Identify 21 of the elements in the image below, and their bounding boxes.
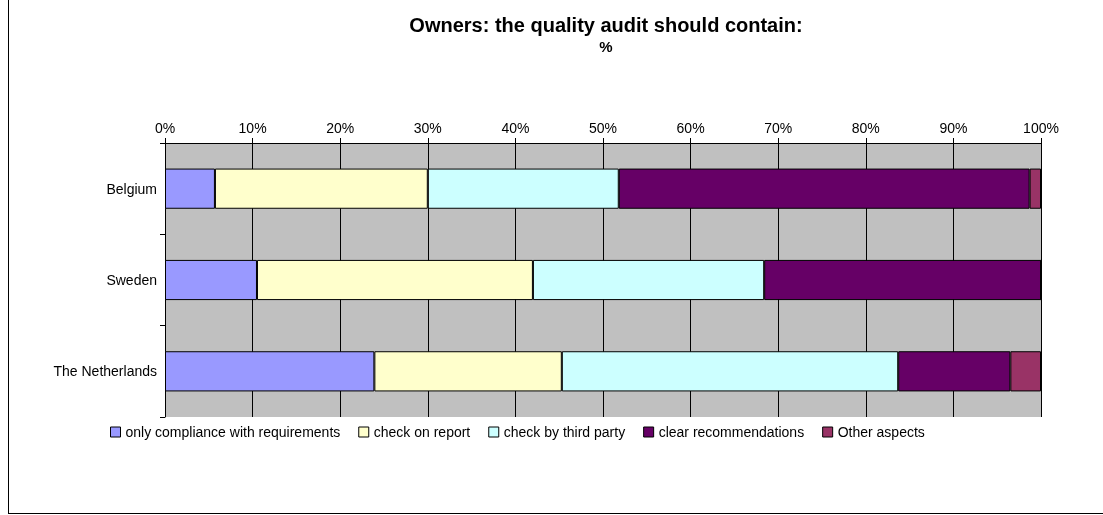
y-tick-label: Belgium — [106, 180, 157, 197]
x-tick-label: 50% — [588, 120, 618, 136]
x-tick-label: 60% — [676, 120, 705, 136]
x-tick-label: 70% — [764, 120, 793, 136]
x-tick-label: 40% — [501, 120, 530, 136]
legend-label: check on report — [373, 424, 471, 440]
x-tick-label: 20% — [326, 120, 355, 136]
y-tick-label: Sweden — [106, 272, 157, 288]
x-tick-label: 10% — [238, 120, 267, 136]
x-tick-label: 80% — [851, 120, 880, 136]
y-tick-label: The Netherlands — [53, 363, 157, 380]
legend-label: Other aspects — [837, 424, 925, 440]
x-tick-label: 30% — [413, 120, 442, 136]
x-axis-title: % — [599, 38, 613, 55]
chart-title: Owners: the quality audit should contain: — [409, 14, 803, 36]
x-tick-label: 0% — [154, 120, 176, 136]
legend-label: only compliance with requirements — [125, 424, 341, 440]
x-tick-label: 100% — [1023, 120, 1059, 136]
legend-label: clear recommendations — [658, 424, 805, 440]
legend-label: check by third party — [503, 424, 626, 440]
x-tick-label: 90% — [939, 120, 968, 136]
